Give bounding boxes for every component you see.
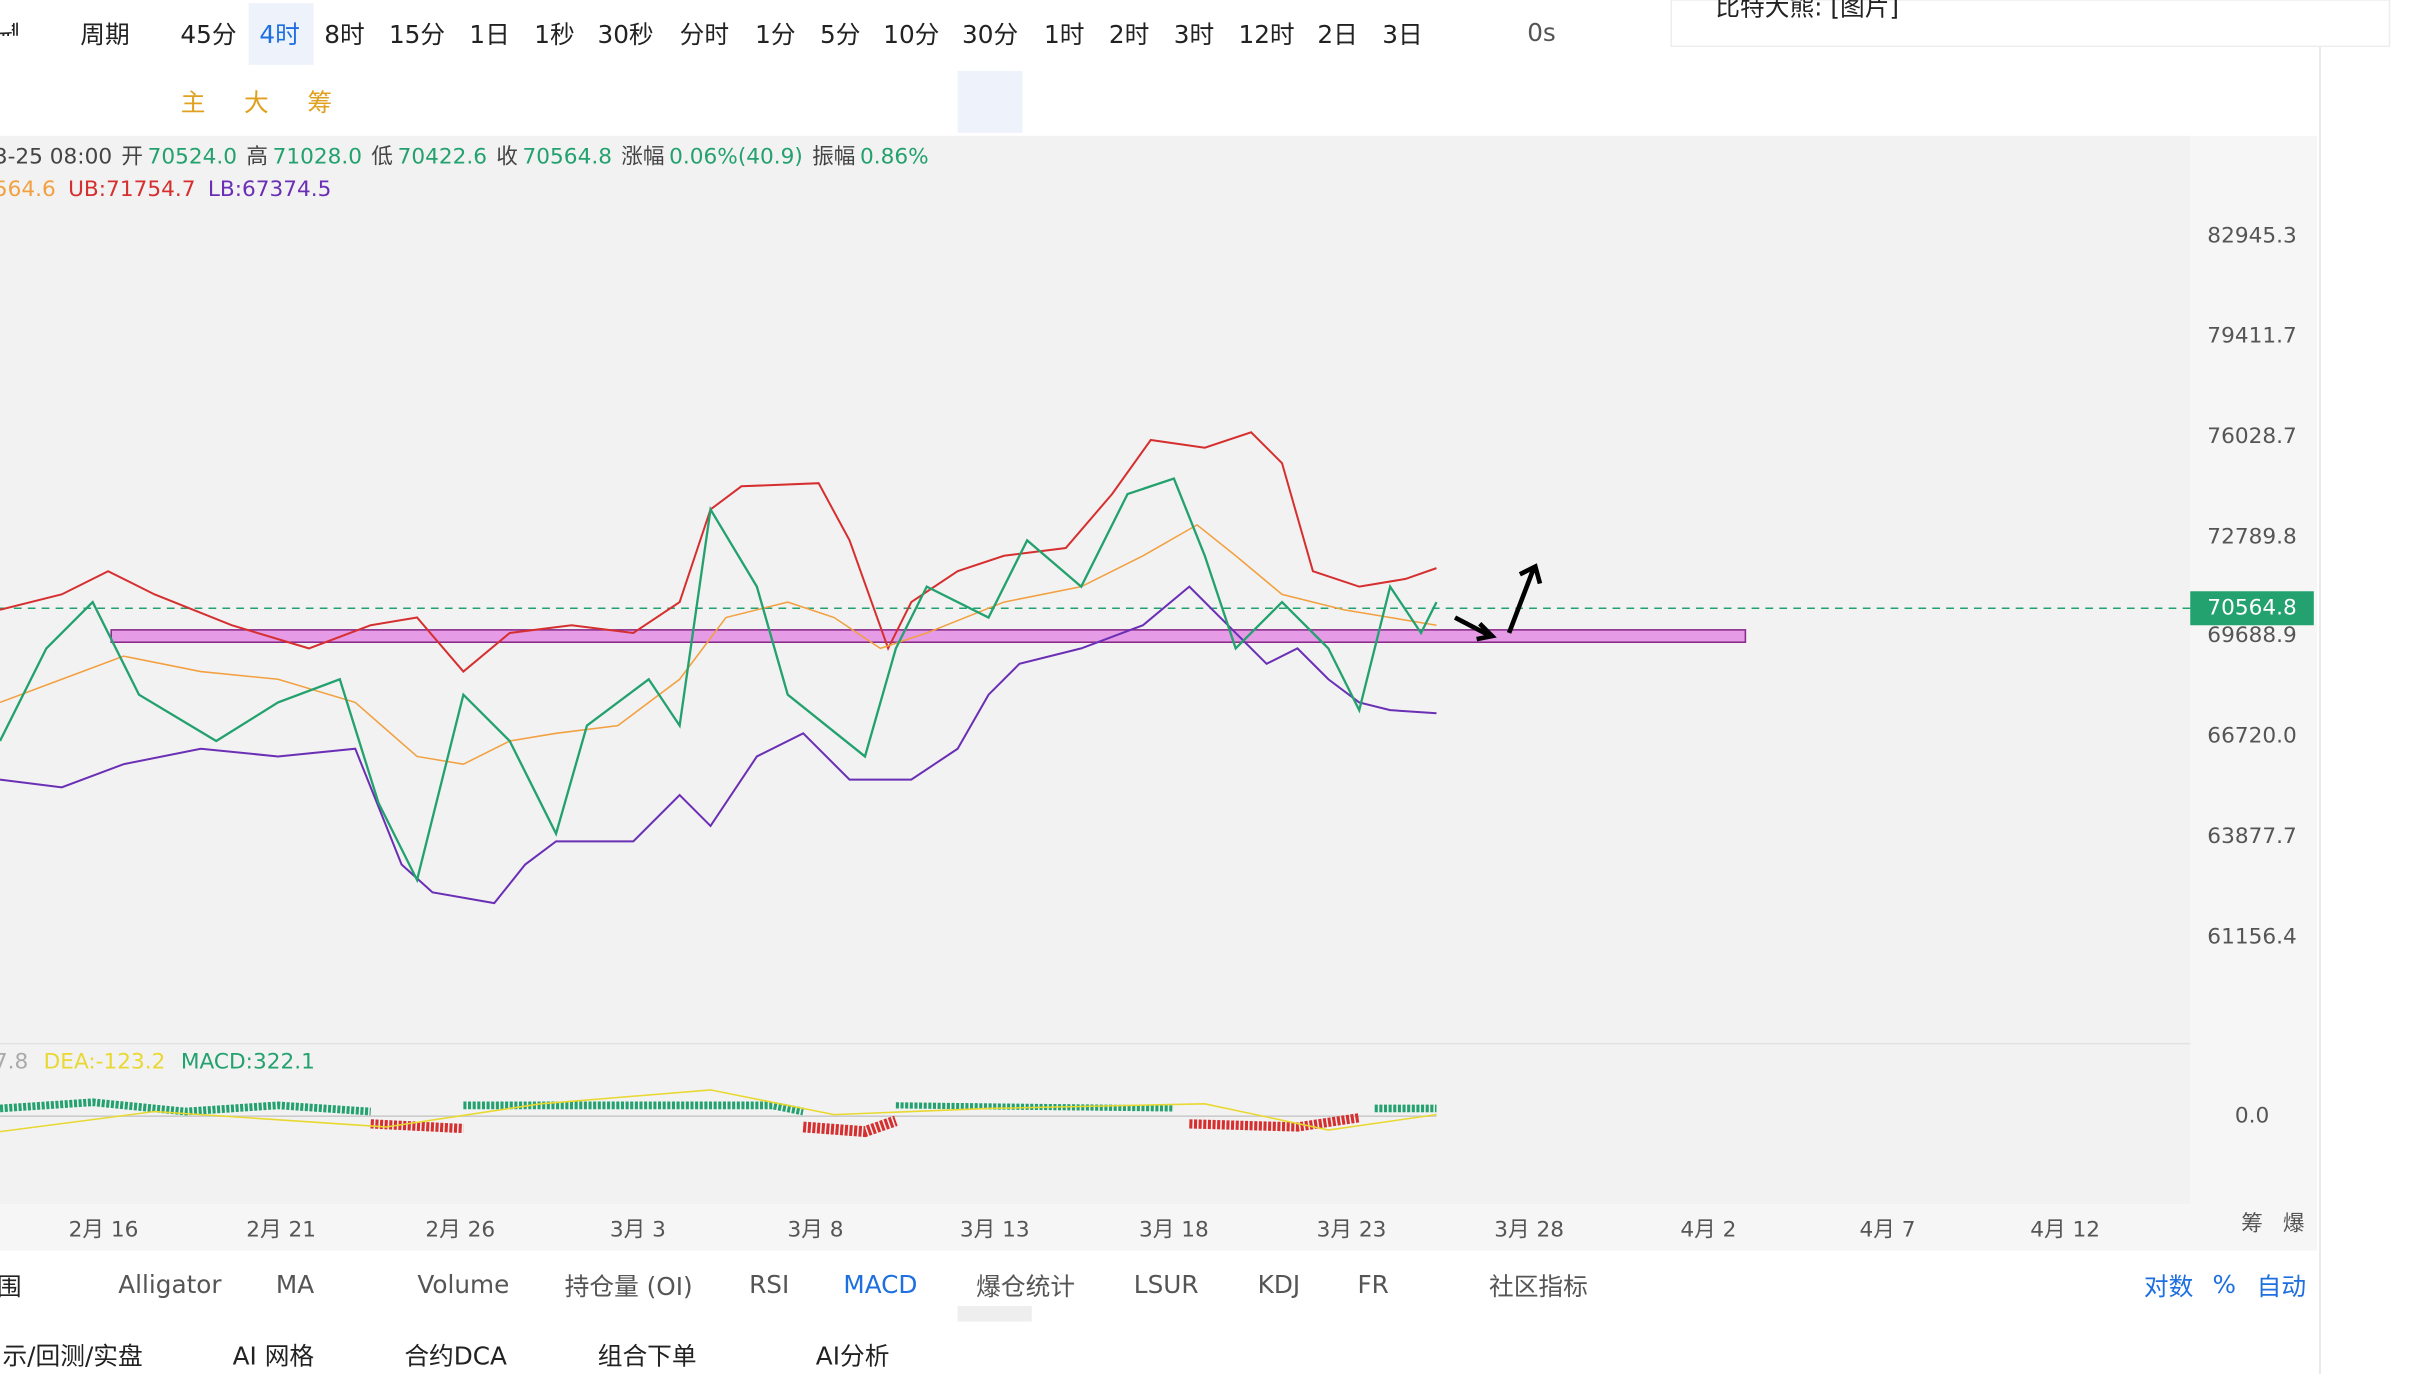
interval-tab[interactable]: 12时 bbox=[1238, 20, 1295, 50]
indicator-tab[interactable]: FR bbox=[1357, 1269, 1389, 1300]
field-value: 71028.0 bbox=[272, 145, 363, 170]
date-label: 3月 28 bbox=[1494, 1218, 1565, 1243]
price-label: 66720.0 bbox=[2207, 724, 2297, 749]
field-label: 涨幅 bbox=[621, 145, 665, 170]
interval-tab[interactable]: 1时 bbox=[1044, 20, 1085, 50]
ohlc-header: 3-25 08:00 开 70524.0 高 71028.0 低 70422.6 收 70564… bbox=[0, 140, 938, 171]
tool-button[interactable]: 主 bbox=[180, 87, 206, 118]
timer: 0s bbox=[1527, 17, 1556, 48]
date-label: 2月 16 bbox=[68, 1218, 139, 1243]
indicator-tab[interactable]: Alligator bbox=[118, 1269, 222, 1300]
interval-tab[interactable]: 5分 bbox=[820, 20, 861, 50]
corner-button[interactable]: 爆 bbox=[2282, 1211, 2305, 1237]
date-label: 4月 7 bbox=[1859, 1218, 1916, 1243]
date-label: 4月 2 bbox=[1680, 1218, 1737, 1243]
date-label: 3月 18 bbox=[1139, 1218, 1209, 1243]
interval-tab[interactable]: 30秒 bbox=[597, 20, 654, 50]
boll-value: 564.6 bbox=[0, 177, 56, 203]
price-label: 69688.9 bbox=[2207, 623, 2297, 649]
price-label: 79411.7 bbox=[2207, 324, 2297, 349]
interval-tab[interactable]: 分时 bbox=[679, 20, 730, 50]
date-label: 3月 23 bbox=[1316, 1218, 1387, 1243]
scale-option[interactable]: 自动 bbox=[2256, 1272, 2307, 1302]
date-label: 2月 21 bbox=[246, 1218, 317, 1243]
interval-tab[interactable]: 4时 bbox=[259, 20, 300, 50]
interval-tab[interactable]: 3时 bbox=[1173, 20, 1215, 50]
range-menu[interactable]: 围 bbox=[0, 1266, 22, 1303]
macd-zero: 0.0 bbox=[2234, 1103, 2270, 1129]
notification: 比特大熊: [图片] bbox=[1715, 0, 1900, 22]
price-label: 82945.3 bbox=[2207, 223, 2297, 249]
boll-legend: 564.6 UB:71754.7 LB:67374.5 bbox=[0, 178, 344, 203]
macd-value: DEA:-123.2 bbox=[43, 1049, 166, 1075]
indicator-tab[interactable]: 持仓量 (OI) bbox=[564, 1272, 693, 1302]
boll-value: LB:67374.5 bbox=[207, 177, 332, 203]
macd-value: MACD:322.1 bbox=[180, 1049, 315, 1075]
interval-tab[interactable]: 1日 bbox=[469, 20, 510, 50]
macd-legend: 7.8 DEA:-123.2 MACD:322.1 bbox=[0, 1050, 330, 1075]
interval-tab[interactable]: 1分 bbox=[755, 20, 796, 50]
interval-tab[interactable]: 2日 bbox=[1317, 20, 1358, 50]
interval-tab[interactable]: 2时 bbox=[1108, 20, 1150, 50]
field-label: 振幅 bbox=[812, 145, 856, 170]
boll-value: UB:71754.7 bbox=[68, 177, 196, 203]
field-value: 0.86% bbox=[860, 145, 929, 170]
indicator-tab[interactable]: RSI bbox=[749, 1269, 790, 1300]
date-label: 2月 26 bbox=[425, 1218, 496, 1243]
time: 3-25 08:00 bbox=[0, 145, 113, 170]
field-label: 开 bbox=[121, 145, 143, 170]
corner-button[interactable]: 筹 bbox=[2241, 1211, 2263, 1237]
field-value: 0.06%(40.9) bbox=[669, 145, 803, 170]
scale-option[interactable]: % bbox=[2212, 1269, 2236, 1300]
current-price: 70564.8 bbox=[2207, 595, 2297, 621]
bottom-tab[interactable]: AI分析 bbox=[815, 1341, 890, 1371]
bottom-tab[interactable]: 组合下单 bbox=[597, 1341, 697, 1371]
date-label: 3月 8 bbox=[787, 1218, 844, 1243]
prefix: ᆒ bbox=[0, 20, 21, 50]
field-value: 70524.0 bbox=[147, 145, 238, 170]
price-label: 61156.4 bbox=[2207, 924, 2297, 950]
interval-tab[interactable]: 10分 bbox=[883, 20, 940, 50]
field-label: 高 bbox=[246, 145, 268, 170]
indicator-tab[interactable]: KDJ bbox=[1257, 1269, 1301, 1300]
scale-option[interactable]: 对数 bbox=[2143, 1272, 2194, 1302]
indicator-tab[interactable]: Volume bbox=[417, 1269, 510, 1300]
indicator-tab[interactable]: MACD bbox=[843, 1269, 918, 1300]
indicator-tab[interactable]: 爆仓统计 bbox=[976, 1272, 1076, 1302]
indicator-tab[interactable]: MA bbox=[275, 1269, 315, 1300]
field-label: 收 bbox=[496, 145, 518, 170]
date-label: 3月 3 bbox=[609, 1218, 666, 1243]
tool-button[interactable]: 大 bbox=[244, 87, 269, 118]
tool-button[interactable]: 筹 bbox=[307, 87, 333, 118]
macd-value: 7.8 bbox=[0, 1049, 29, 1075]
interval-tab[interactable]: 3日 bbox=[1382, 20, 1423, 50]
bottom-tab[interactable]: 合约DCA bbox=[404, 1341, 507, 1371]
interval-tab[interactable]: 8时 bbox=[324, 20, 365, 50]
price-label: 72789.8 bbox=[2207, 524, 2297, 550]
bottom-tab[interactable]: AI 网格 bbox=[232, 1341, 315, 1371]
date-label: 3月 13 bbox=[959, 1218, 1030, 1243]
field-value: 70564.8 bbox=[522, 145, 612, 170]
price-label: 63877.7 bbox=[2207, 824, 2297, 850]
interval-tab[interactable]: 15分 bbox=[388, 20, 446, 50]
interval-tab[interactable]: 45分 bbox=[180, 20, 237, 50]
price-label: 76028.7 bbox=[2207, 424, 2297, 450]
indicator-tab[interactable]: LSUR bbox=[1133, 1269, 1199, 1300]
date-label: 4月 12 bbox=[2030, 1218, 2101, 1243]
indicator-tab[interactable]: 社区指标 bbox=[1488, 1272, 1588, 1302]
bottom-tab[interactable]: 示/回测/实盘 bbox=[2, 1341, 143, 1371]
field-label: 低 bbox=[371, 145, 393, 170]
interval-tab[interactable]: 1秒 bbox=[534, 20, 575, 50]
period-menu[interactable]: 周期 bbox=[80, 20, 130, 50]
interval-tab[interactable]: 30分 bbox=[961, 20, 1019, 50]
field-value: 70422.6 bbox=[397, 145, 488, 170]
